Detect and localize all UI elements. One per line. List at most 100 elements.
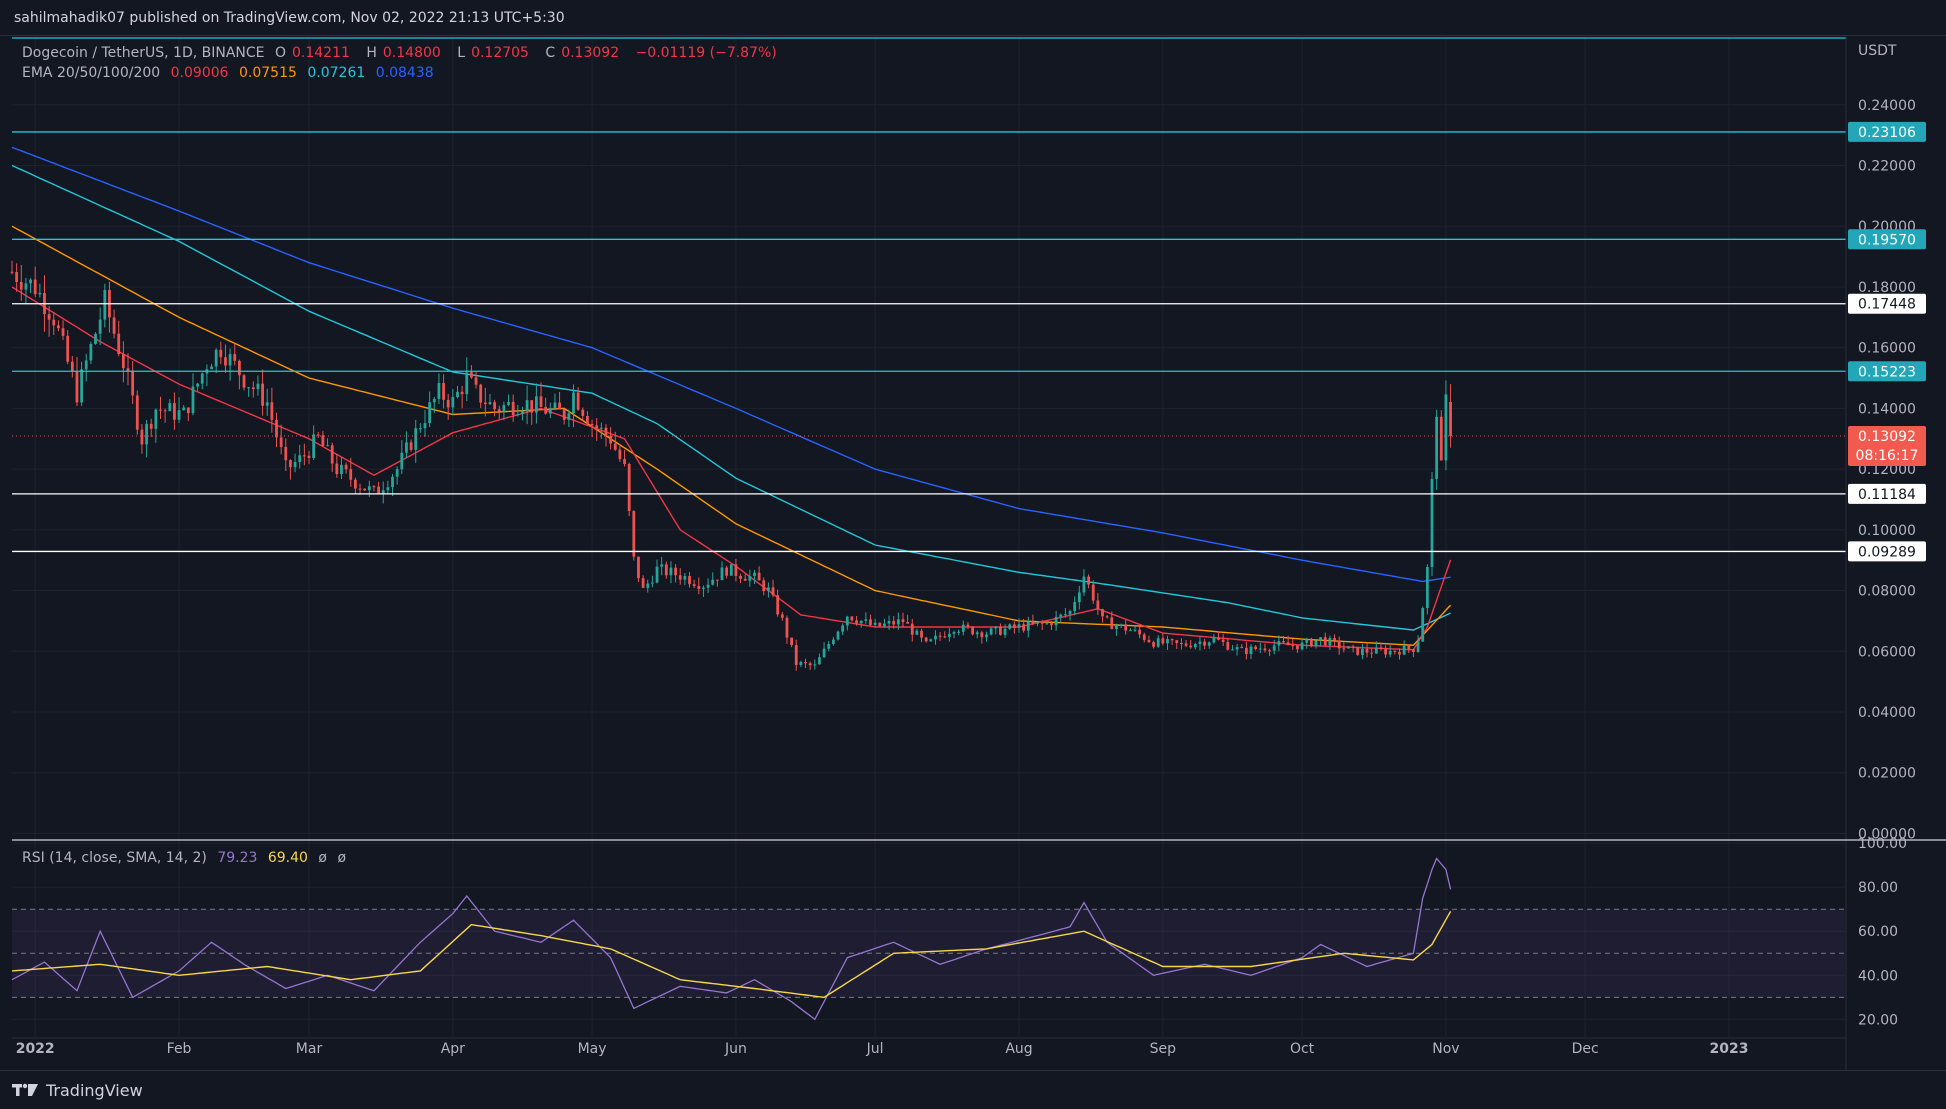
price-tick-label: 0.04000	[1858, 705, 1916, 721]
candle-body	[1282, 641, 1285, 643]
candle-body	[1147, 639, 1151, 643]
candle-body	[497, 409, 501, 412]
candle-body	[386, 487, 390, 491]
candle-body	[613, 443, 617, 450]
candle-body	[678, 575, 682, 580]
candle-body	[1198, 641, 1202, 645]
candle-body	[312, 434, 316, 458]
candle-body	[168, 403, 172, 412]
candle-body	[966, 624, 970, 627]
candle-body	[869, 619, 872, 625]
candle-body	[1217, 637, 1220, 640]
candle-body	[627, 464, 631, 512]
candle-body	[1356, 647, 1360, 655]
candle-body	[94, 333, 97, 344]
candle-body	[1040, 622, 1044, 624]
candle-body	[1105, 616, 1109, 618]
candle-body	[251, 387, 255, 390]
candle-body	[873, 622, 877, 625]
candle-body	[901, 619, 905, 623]
candle-body	[451, 397, 455, 408]
candle-body	[586, 415, 589, 425]
candle-body	[1449, 401, 1452, 436]
rsi-title[interactable]: RSI (14, close, SMA, 14, 2)	[22, 850, 207, 866]
candle-body	[19, 281, 23, 290]
candle-body	[298, 455, 302, 463]
candle-body	[971, 626, 974, 635]
candle-body	[516, 414, 520, 416]
candle-body	[210, 366, 213, 370]
candle-body	[358, 488, 362, 490]
candle-body	[525, 400, 529, 412]
candle-body	[1142, 634, 1146, 640]
price-tick-label: 0.10000	[1858, 523, 1916, 539]
candle-body	[52, 319, 56, 326]
candle-body	[1398, 651, 1401, 655]
candle-body	[381, 490, 385, 494]
candle-body	[61, 328, 65, 336]
candle-body	[493, 402, 497, 410]
candle-body	[1314, 640, 1318, 647]
candle-body	[641, 578, 645, 588]
candle-body	[637, 556, 640, 579]
candle-body	[1003, 628, 1007, 635]
candle-body	[975, 632, 979, 635]
candle-body	[808, 663, 812, 666]
candle-body	[1008, 624, 1012, 629]
level-tag-label: 0.11184	[1858, 487, 1916, 503]
candle-body	[734, 564, 738, 576]
candle-body	[850, 616, 854, 621]
candle-body	[725, 567, 729, 576]
candle-body	[1026, 621, 1030, 631]
candle-body	[483, 402, 487, 405]
level-tag	[1848, 293, 1926, 314]
ema200-line	[11, 146, 1451, 583]
rsi-tick-label: 20.00	[1858, 1012, 1898, 1028]
brand-label[interactable]: TradingView	[46, 1080, 143, 1100]
candle-body	[1221, 639, 1225, 642]
candle-body	[1328, 638, 1332, 646]
candle-body	[1012, 624, 1016, 628]
candle-body	[794, 645, 798, 666]
tradingview-logo-icon[interactable]	[12, 1082, 38, 1098]
candle-body	[1226, 641, 1230, 650]
header-bar: sahilmahadik07 published on TradingView.…	[0, 0, 1946, 36]
candle-body	[1277, 641, 1281, 646]
candle-body	[790, 637, 793, 646]
candle-body	[70, 361, 74, 372]
candle-body	[502, 404, 506, 412]
candle-body	[265, 402, 269, 406]
candle-body	[1091, 584, 1095, 601]
candle-body	[859, 620, 863, 624]
open-value: 0.14211	[292, 45, 350, 61]
candle-body	[432, 398, 436, 403]
candle-body	[1379, 647, 1383, 650]
candle-body	[646, 583, 650, 588]
candle-body	[1231, 649, 1234, 651]
time-tick-label: Apr	[441, 1041, 465, 1057]
candle-body	[1203, 641, 1207, 646]
candle-body	[1351, 646, 1355, 648]
rsi-tick-label: 40.00	[1858, 968, 1898, 984]
level-tag-label: 0.15223	[1858, 364, 1916, 380]
candle-body	[785, 617, 789, 638]
symbol-label[interactable]: Dogecoin / TetherUS, 1D, BINANCE	[22, 45, 265, 61]
candle-body	[757, 572, 761, 581]
price-legend: Dogecoin / TetherUS, 1D, BINANCE O 0.1421…	[22, 45, 783, 61]
ema-title[interactable]: EMA 20/50/100/200	[22, 65, 161, 81]
candle-body	[1082, 576, 1086, 593]
candle-body	[762, 580, 766, 592]
candle-body	[163, 410, 167, 412]
ema50-line	[11, 225, 1452, 646]
candle-body	[1068, 611, 1072, 615]
candle-body	[330, 445, 334, 464]
price-tick-label: 0.08000	[1858, 584, 1916, 600]
candle-body	[1036, 622, 1039, 624]
candle-body	[896, 619, 900, 625]
time-tick-label: Sep	[1150, 1041, 1177, 1057]
candle-body	[89, 343, 93, 361]
time-tick-label: 2023	[1710, 1041, 1749, 1057]
candle-body	[293, 462, 297, 468]
candle-body	[340, 464, 343, 474]
